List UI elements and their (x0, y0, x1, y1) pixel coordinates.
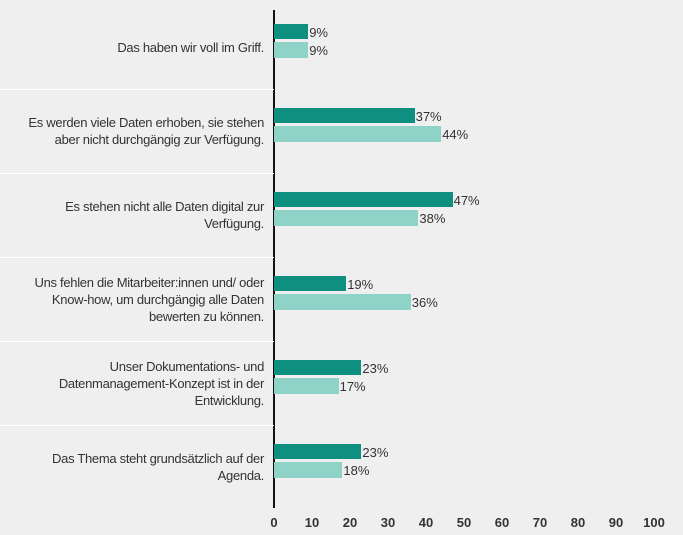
category-label: Es stehen nicht alle Daten digital zur V… (65, 199, 264, 231)
value-label: 47% (453, 192, 480, 208)
x-tick-label: 0 (270, 515, 278, 530)
category-label: Es werden viele Daten erhoben, sie stehe… (28, 115, 264, 147)
value-label: 9% (309, 43, 328, 58)
value-label: 37% (415, 108, 442, 124)
value-label: 9% (309, 24, 328, 40)
bar (274, 360, 362, 375)
category-label: Das haben wir voll im Griff. (117, 39, 264, 55)
value-label: 44% (442, 127, 469, 142)
bar (274, 444, 362, 459)
x-tick-label: 100 (643, 515, 665, 530)
category-label: Uns fehlen die Mitarbeiter:innen und/ od… (34, 274, 265, 324)
value-label: 17% (339, 379, 366, 394)
bar (274, 462, 343, 478)
bar (274, 378, 339, 394)
x-tick-label: 20 (342, 515, 358, 530)
value-label: 19% (347, 276, 374, 292)
x-tick-label: 90 (608, 515, 624, 530)
bar (274, 24, 309, 39)
x-tick-label: 50 (456, 515, 472, 530)
category-label: Das Thema steht grundsätzlich auf der Ag… (52, 451, 264, 483)
row-separator (0, 257, 274, 258)
row-separator (0, 341, 274, 342)
bar (274, 276, 347, 291)
category-label: Unser Dokumentations- und Datenmanagemen… (58, 358, 264, 408)
bar (274, 42, 309, 58)
bar (274, 192, 453, 207)
x-tick-label: 60 (494, 515, 510, 530)
x-tick-label: 80 (570, 515, 586, 530)
bar (274, 294, 411, 310)
x-tick-label: 30 (380, 515, 396, 530)
value-label: 18% (343, 463, 370, 478)
row-separator (0, 173, 274, 174)
value-label: 23% (362, 444, 389, 460)
value-label: 36% (411, 295, 438, 310)
bar (274, 126, 442, 142)
x-tick-label: 40 (418, 515, 434, 530)
value-label: 38% (419, 211, 446, 226)
row-separator (0, 89, 274, 90)
bar (274, 210, 419, 226)
row-separator (0, 425, 274, 426)
x-tick-label: 10 (304, 515, 320, 530)
y-axis-line (273, 10, 275, 508)
x-tick-label: 70 (532, 515, 548, 530)
value-label: 23% (362, 360, 389, 376)
bar (274, 108, 415, 123)
